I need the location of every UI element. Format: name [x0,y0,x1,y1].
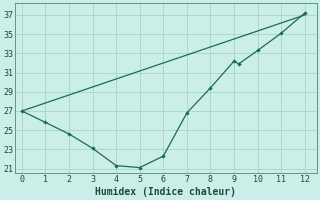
X-axis label: Humidex (Indice chaleur): Humidex (Indice chaleur) [95,186,236,197]
